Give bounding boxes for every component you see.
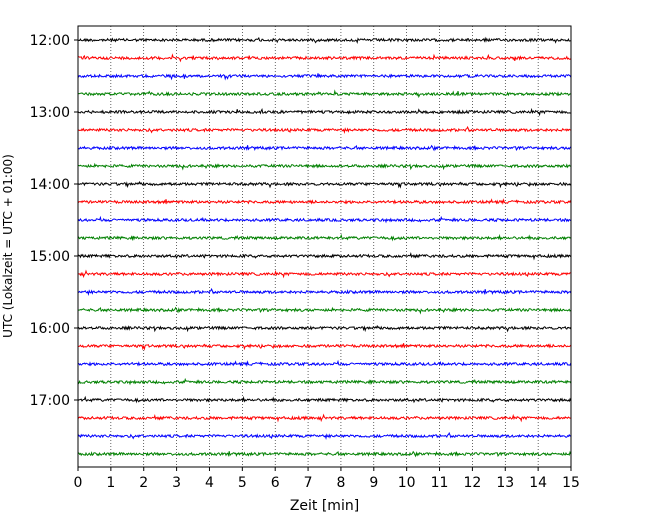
x-tick-label: 15 <box>562 475 580 491</box>
x-axis: 0 1 2 3 4 5 6 7 8 9 10 11 12 13 14 15 <box>74 467 580 491</box>
x-tick-label: 6 <box>271 475 280 491</box>
trace-line <box>77 359 572 367</box>
trace-line <box>77 53 572 63</box>
trace-line <box>77 107 571 117</box>
x-tick-label: 8 <box>336 475 345 491</box>
x-tick-label: 11 <box>431 475 449 491</box>
y-tick-label: 15:00 <box>30 249 70 265</box>
x-tick-label: 3 <box>172 475 181 491</box>
y-tick-label: 14:00 <box>30 177 70 193</box>
trace-line <box>77 162 571 171</box>
trace-line <box>77 287 572 297</box>
trace-line <box>77 73 572 81</box>
x-tick-label: 10 <box>398 475 416 491</box>
trace-line <box>77 36 571 44</box>
trace-line <box>77 251 572 261</box>
trace-line <box>77 377 572 386</box>
trace-line <box>77 233 572 242</box>
trace-line <box>77 306 572 315</box>
traces-layer <box>77 36 572 458</box>
trace-line <box>77 413 571 423</box>
x-tick-label: 0 <box>74 475 83 491</box>
x-tick-label: 5 <box>238 475 247 491</box>
x-tick-label: 14 <box>529 475 547 491</box>
x-tick-label: 2 <box>139 475 148 491</box>
y-tick-label: 16:00 <box>30 321 70 337</box>
trace-line <box>77 269 571 279</box>
x-tick-label: 13 <box>496 475 514 491</box>
y-tick-label: 13:00 <box>30 105 70 121</box>
y-axis: 12:00 13:00 14:00 15:00 16:00 17:00 <box>30 33 78 409</box>
trace-line <box>77 343 572 351</box>
x-tick-label: 9 <box>369 475 378 491</box>
x-tick-label: 4 <box>205 475 214 491</box>
trace-line <box>77 215 572 224</box>
plot-frame <box>77 25 572 468</box>
y-axis-title: UTC (Lokalzeit = UTC + 01:00) <box>1 154 15 338</box>
trace-line <box>77 89 572 99</box>
trace-line <box>77 431 572 441</box>
trace-line <box>77 125 571 135</box>
x-tick-label: 7 <box>304 475 313 491</box>
x-tick-label: 12 <box>463 475 481 491</box>
trace-line <box>77 180 572 189</box>
x-tick-label: 1 <box>106 475 115 491</box>
trace-line <box>77 450 572 458</box>
trace-line <box>77 144 572 152</box>
trace-line <box>77 395 572 404</box>
trace-line <box>77 198 572 205</box>
y-tick-label: 17:00 <box>30 393 70 409</box>
x-axis-title: Zeit [min] <box>290 498 359 514</box>
y-tick-label: 12:00 <box>30 33 70 49</box>
trace-line <box>77 324 572 333</box>
